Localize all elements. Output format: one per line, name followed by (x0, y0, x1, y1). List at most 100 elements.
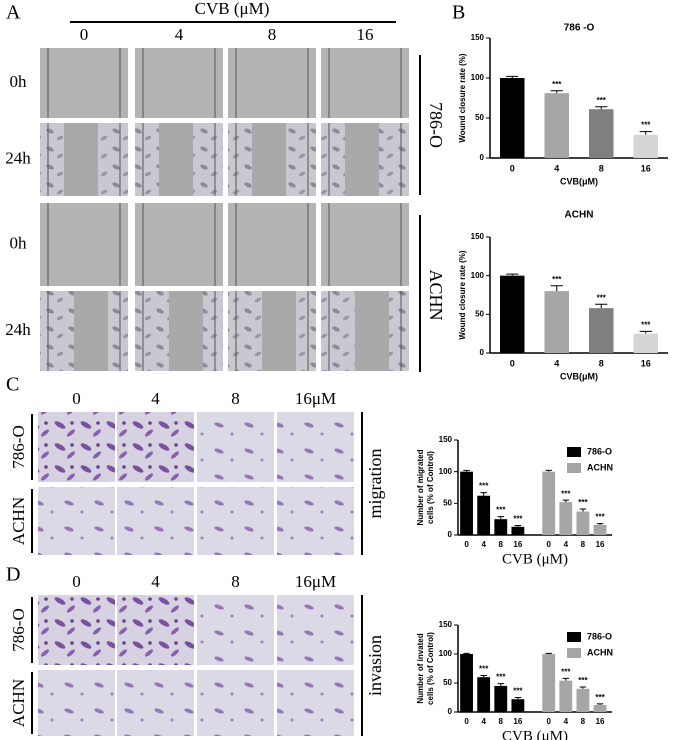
wound-gap (355, 291, 389, 371)
microscopy-image (38, 487, 115, 555)
bar (559, 680, 573, 712)
bar (511, 526, 525, 535)
bar (511, 699, 525, 712)
y-tick-label: 150 (471, 33, 485, 42)
bar (494, 519, 508, 535)
bar (500, 78, 525, 158)
error-bar (545, 652, 552, 654)
error-bar (497, 516, 504, 520)
wound-gap (262, 291, 296, 371)
y-axis-label: cells (% of Control) (426, 451, 435, 524)
y-tick-label: 150 (471, 232, 485, 241)
x-tick-label: 16 (596, 540, 605, 549)
x-tick-label: 4 (554, 163, 559, 173)
y-tick-label: 100 (439, 649, 453, 658)
significance-label: *** (496, 673, 506, 682)
legend-swatch (567, 447, 581, 457)
microscopy-image (321, 203, 409, 286)
x-tick-label: 0 (546, 540, 551, 549)
significance-label: *** (561, 667, 571, 676)
x-axis-label: CVB(μM) (560, 371, 598, 381)
error-bar (579, 686, 587, 689)
microscopy-image (197, 487, 274, 555)
legend-label: ACHN (587, 462, 613, 472)
bar (633, 333, 658, 353)
error-bar (463, 652, 470, 654)
y-tick-label: 50 (475, 309, 484, 318)
row-label: ACHN (9, 679, 28, 727)
error-bar (550, 285, 563, 292)
x-tick-label: 4 (481, 540, 486, 549)
legend-label: 786-O (587, 631, 612, 641)
error-bar (596, 703, 604, 706)
side-label: invasion (365, 635, 385, 696)
error-bar (506, 273, 519, 276)
significance-label: *** (552, 80, 562, 89)
panel-label: A (6, 2, 21, 24)
bar (542, 654, 556, 712)
significance-label: *** (513, 515, 523, 524)
column-header: CVB (μM) (195, 0, 270, 18)
microscopy-image (277, 487, 354, 555)
row-label: ACHN (9, 497, 28, 545)
group-label: 786-O (426, 102, 446, 148)
bar (589, 308, 614, 353)
column-label: 0 (72, 389, 81, 408)
bar (494, 685, 508, 712)
microscopy-image (40, 203, 128, 286)
y-axis-label: Wound closure rate (%) (458, 53, 467, 143)
bar (576, 511, 590, 535)
error-bar (562, 677, 570, 681)
significance-label: *** (578, 676, 588, 685)
column-label: 8 (231, 389, 240, 408)
y-tick-label: 0 (480, 348, 485, 357)
y-tick-label: 100 (471, 271, 485, 280)
microscopy-image (228, 48, 316, 118)
significance-label: *** (552, 275, 562, 284)
bar (593, 524, 607, 535)
row-label: 24h (5, 320, 31, 339)
y-axis-label: Wound closure rate (%) (458, 250, 467, 340)
microscopy-image (277, 412, 354, 482)
significance-label: *** (597, 96, 607, 105)
bar (544, 93, 569, 158)
significance-label: *** (595, 513, 605, 522)
x-tick-label: 8 (499, 540, 504, 549)
column-label: 16 (357, 25, 374, 44)
bar (559, 502, 573, 535)
microscopy-image (135, 203, 223, 286)
y-tick-label: 0 (480, 153, 485, 162)
significance-label: *** (513, 687, 523, 696)
significance-label: *** (597, 293, 607, 302)
significance-label: *** (496, 506, 506, 515)
error-bar (497, 683, 504, 686)
panel-label: B (452, 2, 465, 24)
group-label: ACHN (426, 269, 446, 320)
error-bar (639, 131, 652, 135)
x-tick-label: 0 (510, 358, 515, 368)
bar (477, 495, 491, 535)
microscopy-image (197, 595, 274, 665)
error-bar (506, 75, 519, 78)
error-bar (579, 508, 587, 512)
side-label: migration (365, 449, 385, 519)
y-tick-label: 150 (439, 620, 453, 629)
x-tick-label: 16 (641, 163, 651, 173)
y-tick-label: 50 (443, 498, 452, 507)
x-tick-label: 8 (581, 540, 586, 549)
legend-label: ACHN (587, 647, 613, 657)
x-tick-label: 0 (546, 717, 551, 726)
x-axis-label: CVB (μM) (502, 551, 568, 567)
significance-label: *** (479, 482, 489, 491)
wound-gap (64, 123, 98, 196)
x-axis-label: CVB (μM) (502, 728, 568, 740)
microscopy-image (38, 670, 115, 736)
x-tick-label: 16 (641, 358, 651, 368)
microscopy-image (197, 412, 274, 482)
microscopy-image (228, 203, 316, 286)
legend-swatch (567, 648, 581, 658)
x-tick-label: 8 (581, 717, 586, 726)
microscopy-image (40, 48, 128, 118)
x-tick-label: 4 (564, 540, 569, 549)
